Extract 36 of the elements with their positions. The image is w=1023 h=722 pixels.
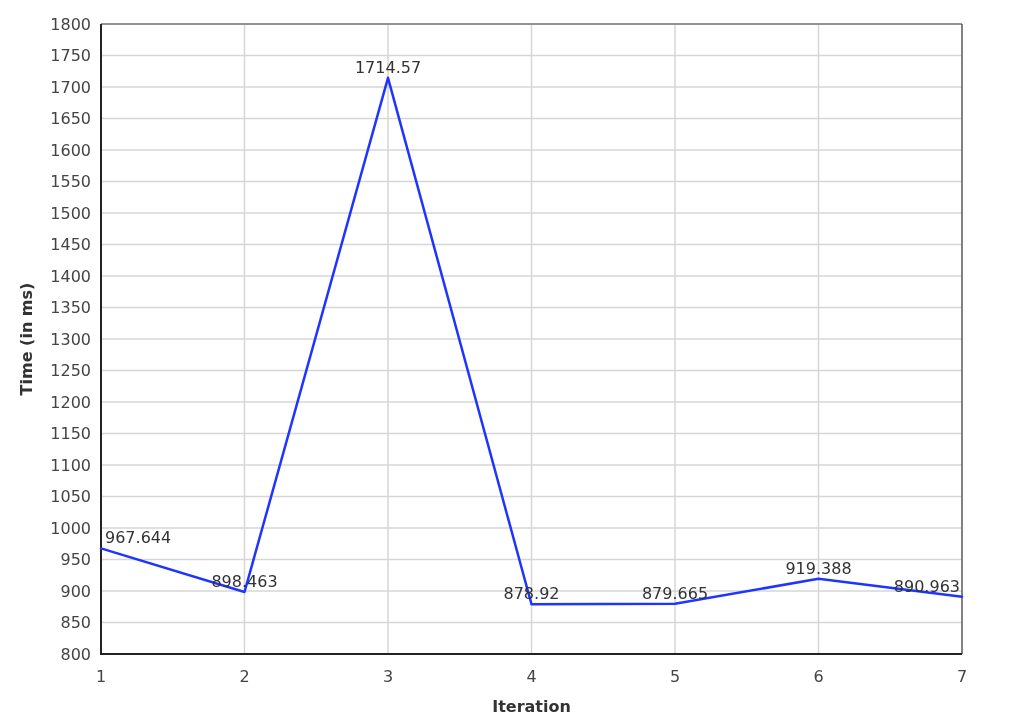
y-tick-label: 1450 xyxy=(50,235,91,255)
x-tick-label: 5 xyxy=(669,666,681,686)
x-tick-label: 6 xyxy=(813,666,824,686)
x-tick-label: 4 xyxy=(526,666,537,686)
y-tick-label: 1750 xyxy=(50,46,91,66)
y-tick-label: 1500 xyxy=(50,203,91,223)
y-tick-label: 1050 xyxy=(50,487,91,507)
y-tick-label: 1150 xyxy=(50,424,91,444)
y-tick-label: 800 xyxy=(60,644,91,664)
data-label: 919.388 xyxy=(785,558,852,578)
y-tick-label: 1300 xyxy=(50,329,91,349)
y-axis-title: Time (in ms) xyxy=(17,282,36,396)
x-tick-label: 2 xyxy=(239,666,250,686)
y-tick-label: 900 xyxy=(60,581,91,601)
y-tick-label: 850 xyxy=(60,613,91,633)
y-tick-label: 950 xyxy=(60,550,91,570)
data-label: 890.963 xyxy=(893,576,960,596)
x-tick-label: 1 xyxy=(95,666,107,686)
line-series xyxy=(99,76,964,606)
y-tick-label: 1200 xyxy=(50,392,91,412)
data-label: 967.644 xyxy=(105,528,172,548)
y-tick-label: 1600 xyxy=(50,140,91,160)
y-tick-label: 1800 xyxy=(50,14,91,34)
data-label: 1714.57 xyxy=(354,57,422,77)
x-axis-title: Iteration xyxy=(492,697,571,716)
y-tick-label: 1250 xyxy=(50,361,91,381)
y-tick-label: 1000 xyxy=(50,518,91,538)
y-tick-label: 1100 xyxy=(50,455,91,475)
y-tick-label: 1550 xyxy=(50,172,91,192)
y-tick-label: 1650 xyxy=(50,109,91,129)
y-tick-label: 1700 xyxy=(50,77,91,97)
y-tick-label: 1350 xyxy=(50,298,91,318)
x-tick-label: 7 xyxy=(956,666,968,686)
y-tick-label: 1400 xyxy=(50,266,91,286)
x-tick-label: 3 xyxy=(382,666,394,686)
data-label: 879.665 xyxy=(641,583,709,603)
